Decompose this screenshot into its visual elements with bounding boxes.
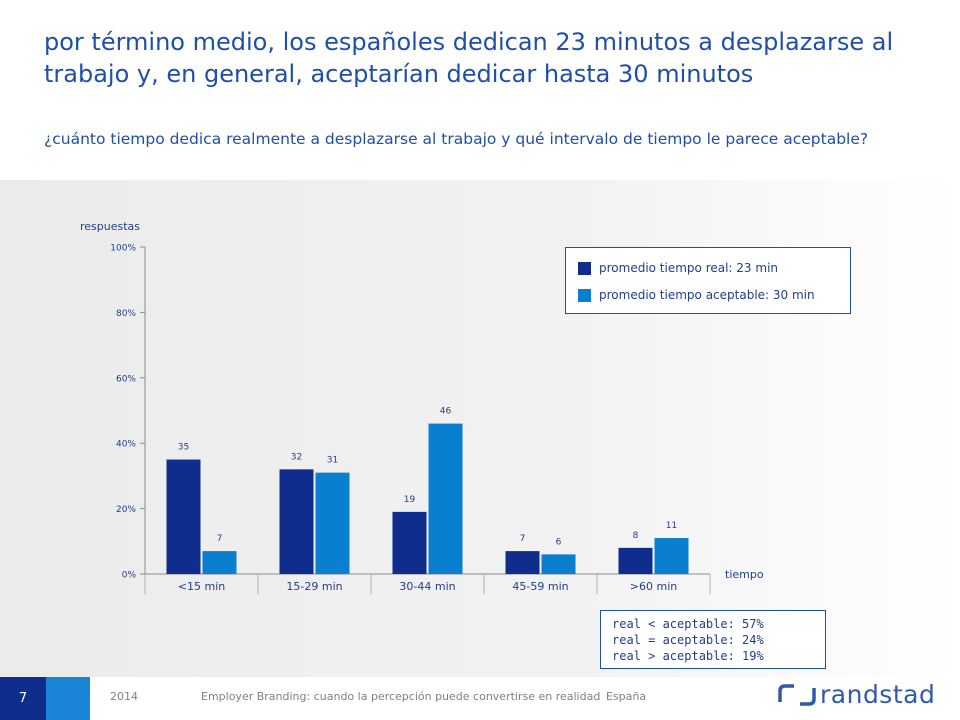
- y-tick-label: 0%: [122, 571, 137, 581]
- y-tick-label: 20%: [116, 505, 136, 515]
- data-label-aceptable: 46: [440, 407, 452, 417]
- note-line-equal: real = aceptable: 24%: [612, 633, 764, 647]
- data-label-aceptable: 6: [556, 537, 562, 547]
- bar-real: [166, 459, 201, 574]
- legend-label-real: promedio tiempo real: 23 min: [599, 261, 779, 275]
- x-axis-title: tiempo: [725, 568, 764, 581]
- legend-item-aceptable: promedio tiempo aceptable: 30 min: [578, 287, 815, 303]
- data-label-aceptable: 11: [666, 521, 677, 531]
- data-label-real: 8: [633, 531, 639, 541]
- bar-real: [618, 547, 653, 574]
- footer: [0, 677, 960, 720]
- legend-label-aceptable: promedio tiempo aceptable: 30 min: [599, 288, 815, 302]
- x-tick-label: 15-29 min: [286, 580, 342, 593]
- bar-aceptable: [428, 423, 463, 574]
- y-tick-label: 80%: [116, 309, 136, 319]
- y-tick-label: 60%: [116, 374, 136, 384]
- bar-aceptable: [202, 551, 237, 574]
- comparison-note: real < aceptable: 57% real = aceptable: …: [600, 610, 826, 669]
- data-label-real: 19: [404, 495, 416, 505]
- bar-real: [505, 551, 540, 574]
- bar-aceptable: [654, 538, 689, 574]
- data-label-real: 32: [291, 452, 302, 462]
- x-tick-label: 45-59 min: [512, 580, 568, 593]
- note-line-greater: real > aceptable: 19%: [612, 649, 764, 663]
- data-label-real: 7: [520, 534, 526, 544]
- page-number: 7: [0, 677, 46, 720]
- footer-year: 2014: [110, 690, 138, 703]
- page-subtitle: ¿cuánto tiempo dedica realmente a despla…: [44, 130, 869, 148]
- y-axis-title: respuestas: [80, 220, 140, 233]
- page-number-accent: [46, 677, 90, 720]
- legend-item-real: promedio tiempo real: 23 min: [578, 260, 778, 276]
- bar-aceptable: [541, 554, 576, 574]
- y-tick-label: 100%: [110, 244, 136, 254]
- brand-name: randstad: [820, 680, 936, 709]
- chart-legend: promedio tiempo real: 23 min promedio ti…: [565, 247, 851, 314]
- bar-real: [279, 469, 314, 574]
- page-title: por término medio, los españoles dedican…: [44, 28, 894, 88]
- x-tick-label: >60 min: [630, 580, 677, 593]
- bar-real: [392, 511, 427, 574]
- legend-swatch-real: [578, 261, 591, 275]
- data-label-real: 35: [178, 443, 189, 453]
- legend-swatch-aceptable: [578, 288, 591, 302]
- data-label-aceptable: 31: [327, 456, 338, 466]
- x-tick-label: <15 min: [178, 580, 225, 593]
- bar-aceptable: [315, 472, 350, 574]
- y-tick-label: 40%: [116, 440, 136, 450]
- footer-country: España: [606, 690, 647, 703]
- bar-chart: 0% 20% 40% 60% 80% 100% respuestas tiempo <15 mi…: [80, 220, 764, 594]
- note-line-less: real < aceptable: 57%: [612, 617, 764, 631]
- footer-doc-title: Employer Branding: cuando la percepción …: [201, 690, 601, 703]
- x-tick-label: 30-44 min: [399, 580, 455, 593]
- randstad-logo-icon: [778, 684, 816, 706]
- data-label-aceptable: 7: [217, 534, 223, 544]
